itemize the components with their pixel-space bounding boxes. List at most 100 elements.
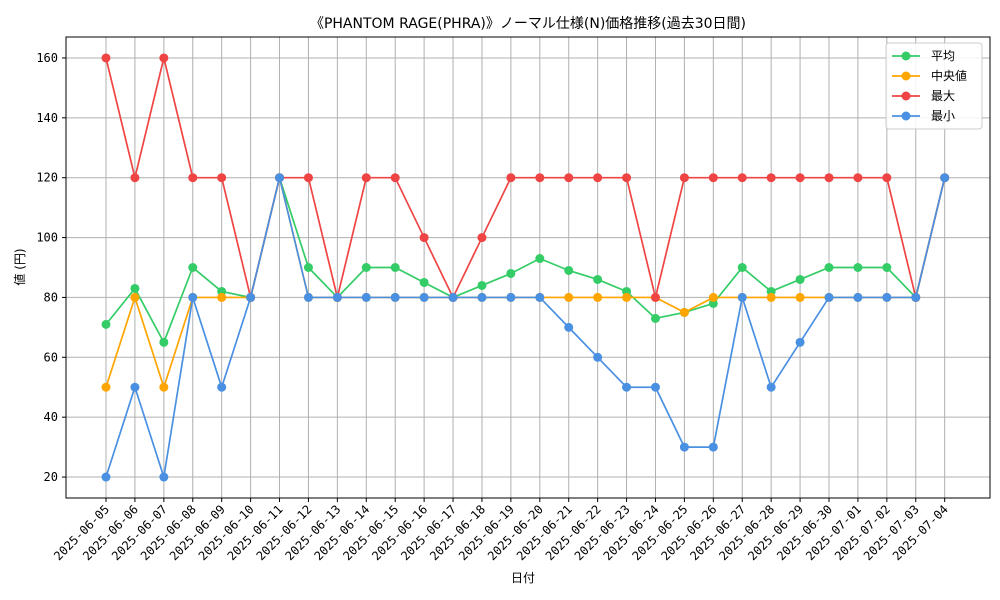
data-point bbox=[795, 337, 805, 347]
data-point bbox=[130, 283, 140, 293]
data-point bbox=[130, 382, 140, 392]
y-tick-label: 40 bbox=[44, 410, 58, 424]
legend-marker bbox=[901, 111, 911, 121]
series-layer bbox=[101, 53, 950, 482]
data-point bbox=[535, 173, 545, 183]
data-point bbox=[390, 173, 400, 183]
data-point bbox=[448, 292, 458, 302]
data-point bbox=[535, 292, 545, 302]
data-point bbox=[679, 442, 689, 452]
y-tick-label: 120 bbox=[36, 171, 58, 185]
data-point bbox=[824, 292, 834, 302]
data-point bbox=[159, 472, 169, 482]
x-axis-label: 日付 bbox=[511, 571, 535, 585]
data-point bbox=[824, 263, 834, 272]
data-point bbox=[650, 382, 660, 392]
chart-title: 《PHANTOM RAGE(PHRA)》ノーマル仕様(N)価格推移(過去30日間… bbox=[310, 16, 746, 32]
data-point bbox=[188, 263, 198, 272]
data-point bbox=[188, 292, 198, 302]
data-point bbox=[159, 337, 169, 347]
legend-marker bbox=[901, 51, 911, 61]
data-point bbox=[911, 292, 921, 302]
legend-box bbox=[885, 42, 983, 130]
plot-area-frame bbox=[65, 36, 991, 499]
data-point bbox=[101, 382, 111, 392]
data-point bbox=[361, 292, 371, 302]
data-point bbox=[737, 292, 747, 302]
data-point bbox=[593, 352, 603, 362]
data-point bbox=[101, 472, 111, 482]
legend-label: 最小 bbox=[931, 109, 955, 123]
legend-label: 最大 bbox=[931, 89, 955, 103]
data-point bbox=[622, 173, 632, 183]
data-point bbox=[853, 173, 863, 183]
data-point bbox=[303, 173, 313, 183]
data-point bbox=[650, 313, 660, 323]
data-point bbox=[217, 173, 227, 183]
data-point bbox=[824, 173, 834, 183]
y-axis-label: 値 (円) bbox=[12, 248, 27, 285]
data-point bbox=[766, 382, 776, 392]
data-point bbox=[101, 319, 111, 329]
data-point bbox=[564, 173, 574, 183]
data-point bbox=[882, 292, 892, 302]
data-point bbox=[159, 53, 169, 63]
data-point bbox=[940, 173, 950, 183]
data-point bbox=[593, 274, 603, 284]
data-point bbox=[130, 173, 140, 183]
data-point bbox=[708, 442, 718, 452]
data-point bbox=[564, 322, 574, 332]
data-point bbox=[622, 292, 632, 302]
series-line bbox=[105, 177, 946, 478]
data-point bbox=[217, 382, 227, 392]
data-point bbox=[275, 173, 285, 183]
series-group bbox=[101, 173, 950, 482]
data-point bbox=[564, 292, 574, 302]
data-point bbox=[535, 254, 545, 264]
series-line bbox=[105, 174, 946, 345]
data-point bbox=[130, 292, 140, 302]
y-tick-label: 60 bbox=[44, 350, 58, 364]
data-point bbox=[188, 173, 198, 183]
data-point bbox=[361, 173, 371, 183]
data-point bbox=[853, 263, 863, 272]
data-point bbox=[708, 173, 718, 183]
y-tick-label: 20 bbox=[44, 470, 58, 484]
y-axis-ticks: 20 40 60 80 100 120 140 160 bbox=[36, 51, 66, 484]
y-tick-label: 100 bbox=[36, 231, 58, 245]
data-point bbox=[766, 173, 776, 183]
data-point bbox=[477, 233, 487, 243]
data-point bbox=[795, 274, 805, 284]
x-axis-ticks: 2025-06-052025-06-062025-06-072025-06-08… bbox=[51, 498, 951, 563]
data-point bbox=[737, 173, 747, 183]
series-group bbox=[101, 173, 950, 347]
data-point bbox=[419, 277, 429, 287]
data-point bbox=[593, 292, 603, 302]
data-point bbox=[390, 292, 400, 302]
y-tick-label: 80 bbox=[44, 290, 58, 304]
data-point bbox=[622, 382, 632, 392]
data-point bbox=[650, 292, 660, 302]
y-tick-label: 160 bbox=[36, 51, 58, 65]
data-point bbox=[477, 292, 487, 302]
data-point bbox=[217, 292, 227, 302]
data-point bbox=[506, 292, 516, 302]
legend-marker bbox=[901, 71, 911, 81]
data-point bbox=[795, 173, 805, 183]
data-point bbox=[390, 263, 400, 272]
data-point bbox=[679, 173, 689, 183]
data-point bbox=[303, 292, 313, 302]
data-point bbox=[882, 263, 892, 272]
data-point bbox=[679, 307, 689, 317]
data-point bbox=[506, 173, 516, 183]
data-point bbox=[593, 173, 603, 183]
legend-marker bbox=[901, 91, 911, 101]
data-point bbox=[101, 53, 111, 63]
legend-label: 中央値 bbox=[931, 68, 967, 83]
data-point bbox=[159, 382, 169, 392]
data-point bbox=[303, 263, 313, 272]
data-point bbox=[708, 292, 718, 302]
data-point bbox=[564, 265, 574, 275]
